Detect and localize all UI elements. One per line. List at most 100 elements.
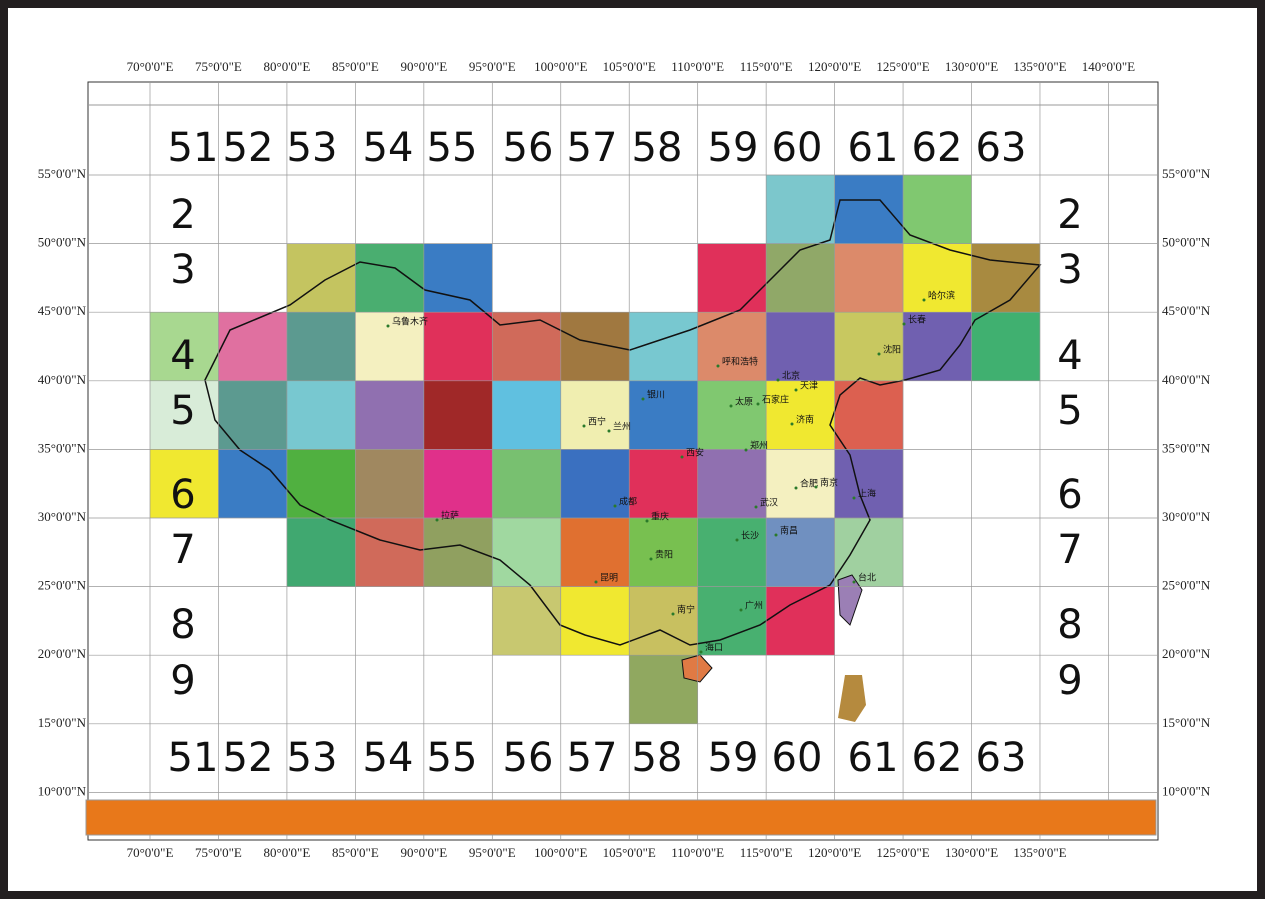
sheet-column: 58 bbox=[632, 735, 683, 781]
city-dot bbox=[671, 612, 675, 616]
sheet-column: 61 bbox=[848, 735, 899, 781]
sheet-cell bbox=[629, 449, 698, 518]
sheet-row: 6 bbox=[170, 472, 195, 518]
sheet-column: 58 bbox=[632, 125, 683, 171]
sheet-cell bbox=[766, 518, 835, 587]
lat-label: 35°0'0"N bbox=[1162, 440, 1211, 455]
city-dot bbox=[744, 448, 748, 452]
sheet-column: 60 bbox=[772, 125, 823, 171]
sheet-row: 4 bbox=[170, 333, 195, 379]
legend-bar bbox=[85, 799, 1157, 836]
lat-label: 10°0'0"N bbox=[1162, 783, 1211, 798]
city-label: 南京 bbox=[820, 477, 838, 489]
sheet-column: 55 bbox=[427, 735, 478, 781]
city-label: 昆明 bbox=[600, 573, 618, 584]
city-label: 兰州 bbox=[613, 421, 631, 433]
sheet-column: 57 bbox=[567, 125, 618, 171]
city-dot bbox=[582, 424, 586, 428]
sheet-cell bbox=[492, 518, 561, 587]
sheet-column: 54 bbox=[363, 125, 414, 171]
sheet-cell bbox=[834, 518, 904, 587]
lon-label: 95°0'0"E bbox=[469, 845, 516, 860]
sheet-cell bbox=[766, 380, 835, 450]
sheet-cell bbox=[423, 243, 493, 313]
sheet-cell bbox=[903, 312, 972, 381]
sheet-cell bbox=[423, 518, 493, 587]
city-dot bbox=[754, 505, 758, 509]
city-label: 郑州 bbox=[750, 440, 768, 452]
sheet-row: 3 bbox=[1057, 247, 1082, 293]
city-label: 拉萨 bbox=[441, 510, 459, 522]
sheet-cell bbox=[286, 243, 356, 313]
sheet-cell bbox=[492, 449, 561, 518]
city-label: 济南 bbox=[796, 414, 814, 426]
sheet-row: 9 bbox=[1057, 658, 1082, 704]
city-label: 哈尔滨 bbox=[928, 290, 955, 302]
lon-label: 105°0'0"E bbox=[603, 59, 656, 74]
hainan bbox=[681, 654, 713, 683]
city-label: 石家庄 bbox=[762, 394, 789, 406]
lon-label: 80°0'0"E bbox=[264, 59, 311, 74]
city-label: 贵阳 bbox=[655, 549, 673, 561]
city-dot bbox=[814, 485, 818, 489]
lon-label: 135°0'0"E bbox=[1013, 59, 1066, 74]
lon-label: 95°0'0"E bbox=[469, 59, 516, 74]
sheet-column: 55 bbox=[427, 125, 478, 171]
sheet-cell bbox=[355, 518, 424, 587]
city-dot bbox=[902, 322, 906, 326]
lon-label: 110°0'0"E bbox=[671, 845, 724, 860]
sheet-column: 51 bbox=[168, 125, 219, 171]
city-dot bbox=[922, 298, 926, 302]
sheet-column: 61 bbox=[848, 125, 899, 171]
sheet-cell bbox=[423, 312, 493, 381]
city-dot bbox=[435, 518, 439, 522]
city-dot bbox=[729, 404, 733, 408]
sheet-cell bbox=[834, 380, 904, 450]
lon-label: 100°0'0"E bbox=[534, 59, 587, 74]
sheet-cell bbox=[150, 380, 219, 450]
sheet-column: 57 bbox=[567, 735, 618, 781]
lat-label: 20°0'0"N bbox=[38, 646, 87, 661]
city-dot bbox=[739, 608, 743, 612]
city-dot bbox=[649, 557, 653, 561]
lon-label: 75°0'0"E bbox=[195, 845, 242, 860]
sheet-cell bbox=[560, 449, 630, 518]
city-label: 合肥 bbox=[800, 478, 818, 490]
lat-label: 30°0'0"N bbox=[1162, 509, 1211, 524]
sheet-column: 52 bbox=[223, 735, 274, 781]
sheet-column: 63 bbox=[976, 735, 1027, 781]
lon-label: 125°0'0"E bbox=[876, 845, 929, 860]
sheet-cell bbox=[766, 243, 835, 313]
lon-label: 105°0'0"E bbox=[603, 845, 656, 860]
city-dot bbox=[613, 504, 617, 508]
sheet-cell bbox=[286, 449, 356, 518]
city-label: 成都 bbox=[619, 496, 637, 508]
sheet-column: 62 bbox=[912, 125, 963, 171]
sheet-column: 63 bbox=[976, 125, 1027, 171]
sheet-row: 3 bbox=[170, 247, 195, 293]
lon-label: 120°0'0"E bbox=[808, 845, 861, 860]
sheet-cell bbox=[766, 449, 835, 518]
graticule bbox=[87, 81, 1159, 841]
sheet-row: 6 bbox=[1057, 472, 1082, 518]
sheet-cell bbox=[150, 449, 219, 518]
lat-label: 55°0'0"N bbox=[38, 166, 87, 181]
city-dot bbox=[680, 455, 684, 459]
city-label: 武汉 bbox=[760, 497, 778, 509]
sheet-cell bbox=[150, 312, 219, 381]
city-label: 长春 bbox=[908, 314, 926, 326]
sheet-column: 51 bbox=[168, 735, 219, 781]
city-dot bbox=[386, 324, 390, 328]
sheet-row: 8 bbox=[170, 602, 195, 648]
lon-label: 75°0'0"E bbox=[195, 59, 242, 74]
sheet-cell bbox=[560, 518, 630, 587]
sheet-cell bbox=[355, 243, 424, 313]
city-dot bbox=[716, 364, 720, 368]
sheet-cells bbox=[150, 175, 1040, 724]
lat-label: 30°0'0"N bbox=[38, 509, 87, 524]
sheet-cell bbox=[492, 380, 561, 450]
lat-label: 20°0'0"N bbox=[1162, 646, 1211, 661]
sheet-row: 2 bbox=[1057, 192, 1082, 238]
city-label: 银川 bbox=[647, 389, 665, 401]
sheet-cell bbox=[834, 243, 904, 313]
